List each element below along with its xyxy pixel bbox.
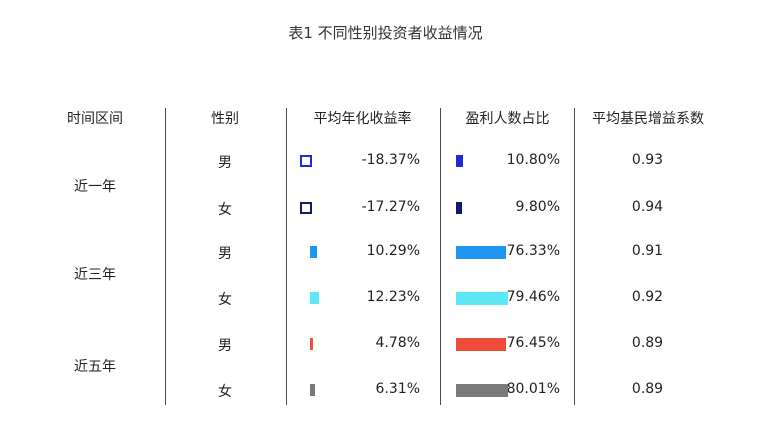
- gender-label: 男: [218, 246, 232, 262]
- column-divider: [286, 108, 287, 405]
- profit-bar: [456, 202, 462, 214]
- return-value: 12.23%: [366, 289, 420, 305]
- column-divider: [165, 108, 166, 405]
- gender-label: 男: [218, 155, 232, 171]
- profit-value: 76.45%: [506, 335, 560, 351]
- coef-value: 0.89: [631, 381, 664, 397]
- coef-value: 0.93: [631, 152, 664, 168]
- gender-label: 女: [218, 292, 232, 308]
- profit-bar: [456, 155, 463, 167]
- header-period: 时间区间: [67, 111, 123, 127]
- header-coef: 平均基民增益系数: [592, 111, 704, 127]
- profit-value: 9.80%: [515, 199, 560, 215]
- return-value: 4.78%: [375, 335, 420, 351]
- return-bar: [310, 292, 319, 304]
- return-bar: [310, 338, 313, 350]
- profit-bar: [456, 383, 508, 397]
- gender-label: 女: [218, 384, 232, 400]
- profit-value: 80.01%: [506, 381, 560, 397]
- coef-value: 0.91: [631, 243, 664, 259]
- period-label: 近三年: [74, 267, 116, 283]
- return-value: 10.29%: [366, 243, 420, 259]
- coef-value: 0.94: [631, 199, 664, 215]
- profit-value: 76.33%: [506, 243, 560, 259]
- header-gender: 性别: [211, 111, 239, 127]
- profit-value: 10.80%: [506, 152, 560, 168]
- profit-bar: [456, 337, 506, 351]
- return-value: -17.27%: [361, 199, 420, 215]
- column-divider: [440, 108, 441, 405]
- coef-value: 0.92: [631, 289, 664, 305]
- return-bar: [300, 155, 312, 167]
- column-divider: [574, 108, 575, 405]
- header-profit: 盈利人数占比: [465, 111, 550, 127]
- profit-bar: [456, 291, 508, 305]
- period-label: 近五年: [74, 359, 116, 375]
- coef-value: 0.89: [631, 335, 664, 351]
- return-bar: [310, 384, 315, 396]
- profit-value: 79.46%: [506, 289, 560, 305]
- return-bar: [300, 202, 312, 214]
- return-value: 6.31%: [375, 381, 420, 397]
- gender-label: 男: [218, 338, 232, 354]
- profit-bar: [456, 245, 506, 259]
- return-bar: [310, 246, 317, 258]
- gender-label: 女: [218, 202, 232, 218]
- header-return: 平均年化收益率: [313, 111, 412, 127]
- return-value: -18.37%: [361, 152, 420, 168]
- chart-title: 表1 不同性别投资者收益情况: [288, 24, 483, 42]
- period-label: 近一年: [74, 179, 116, 195]
